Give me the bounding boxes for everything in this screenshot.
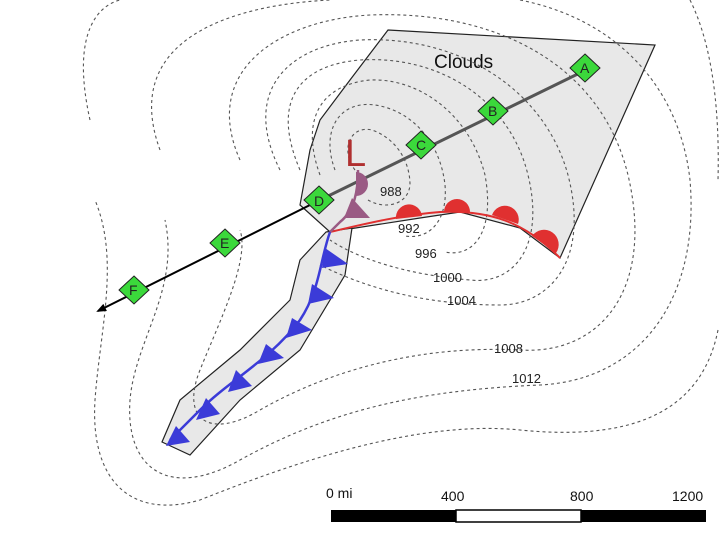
station-c: C bbox=[405, 130, 437, 160]
station-marker bbox=[118, 275, 150, 305]
warm-front bbox=[329, 199, 561, 259]
scale-label: 800 bbox=[570, 488, 594, 504]
station-label: F bbox=[129, 282, 138, 298]
warm-front-semicircle bbox=[444, 199, 470, 212]
station-label: D bbox=[314, 193, 324, 209]
station-marker bbox=[303, 185, 335, 215]
station-label: E bbox=[220, 235, 229, 251]
cold-front-triangle bbox=[308, 284, 334, 304]
cold-front-triangle bbox=[196, 398, 220, 420]
cold-front-line bbox=[169, 231, 332, 441]
isobar-996 bbox=[311, 79, 489, 254]
cold-front-triangle bbox=[258, 344, 284, 364]
cold-front-triangle bbox=[322, 248, 348, 268]
cloud-region: Clouds bbox=[161, 29, 656, 456]
station-label: A bbox=[580, 60, 590, 76]
scale-segment bbox=[581, 510, 706, 522]
isobar-outer bbox=[82, 0, 719, 506]
station-marker bbox=[405, 130, 437, 160]
scale-label: 400 bbox=[441, 488, 465, 504]
station-f: F bbox=[118, 275, 150, 305]
cold-front bbox=[166, 231, 348, 446]
station-label: B bbox=[488, 103, 497, 119]
isobar-992 bbox=[329, 103, 446, 238]
cold-front-triangle bbox=[286, 318, 312, 338]
station-a: A bbox=[569, 53, 601, 83]
scale-segment bbox=[331, 510, 456, 522]
station-marker bbox=[477, 96, 509, 126]
warm-front-semicircle bbox=[395, 204, 422, 219]
clouds-label: Clouds bbox=[434, 52, 493, 73]
isobar-label: 992 bbox=[398, 221, 420, 236]
isobar-988 bbox=[347, 128, 411, 206]
scale-label: 1200 bbox=[672, 488, 703, 504]
scale-label: 0 mi bbox=[326, 485, 352, 501]
isobar-label: 988 bbox=[380, 184, 402, 199]
warm-front-semicircle bbox=[532, 229, 559, 253]
occluded-front-triangle bbox=[344, 198, 370, 218]
isobar-1004 bbox=[265, 39, 575, 306]
isobar-label: 1008 bbox=[494, 341, 523, 356]
warm-front-semicircle bbox=[492, 205, 519, 224]
station-b: B bbox=[477, 96, 509, 126]
isobar-label: 1012 bbox=[512, 371, 541, 386]
scale-segment bbox=[455, 509, 582, 523]
cold-front-triangle bbox=[228, 370, 252, 392]
isobar-1000 bbox=[287, 59, 534, 281]
isobar-1008 bbox=[193, 14, 636, 425]
cloud-area-southwest bbox=[161, 227, 353, 456]
station-marker bbox=[209, 228, 241, 258]
warm-front-line bbox=[329, 210, 561, 259]
isobar-label: 996 bbox=[415, 246, 437, 261]
low-pressure-symbol: L bbox=[345, 133, 366, 175]
station-e: E bbox=[209, 228, 241, 258]
isobars bbox=[82, 0, 719, 506]
scale-bar: 0 mi 400 800 1200 bbox=[326, 485, 706, 523]
cold-front-triangle bbox=[166, 426, 190, 446]
station-d: D bbox=[303, 185, 335, 215]
occluded-front bbox=[329, 169, 370, 233]
station-label: C bbox=[416, 137, 426, 153]
cloud-area-north bbox=[299, 29, 656, 259]
station-marker bbox=[569, 53, 601, 83]
isobar-label: 1004 bbox=[447, 293, 476, 308]
stations: A B C D E F bbox=[118, 53, 601, 305]
isobar-label: 1000 bbox=[433, 270, 462, 285]
isobar-labels: 988 992 996 1000 1004 1008 1012 bbox=[380, 184, 541, 386]
occluded-front-semicircle bbox=[356, 172, 368, 196]
isobar-1012 bbox=[129, 0, 692, 479]
